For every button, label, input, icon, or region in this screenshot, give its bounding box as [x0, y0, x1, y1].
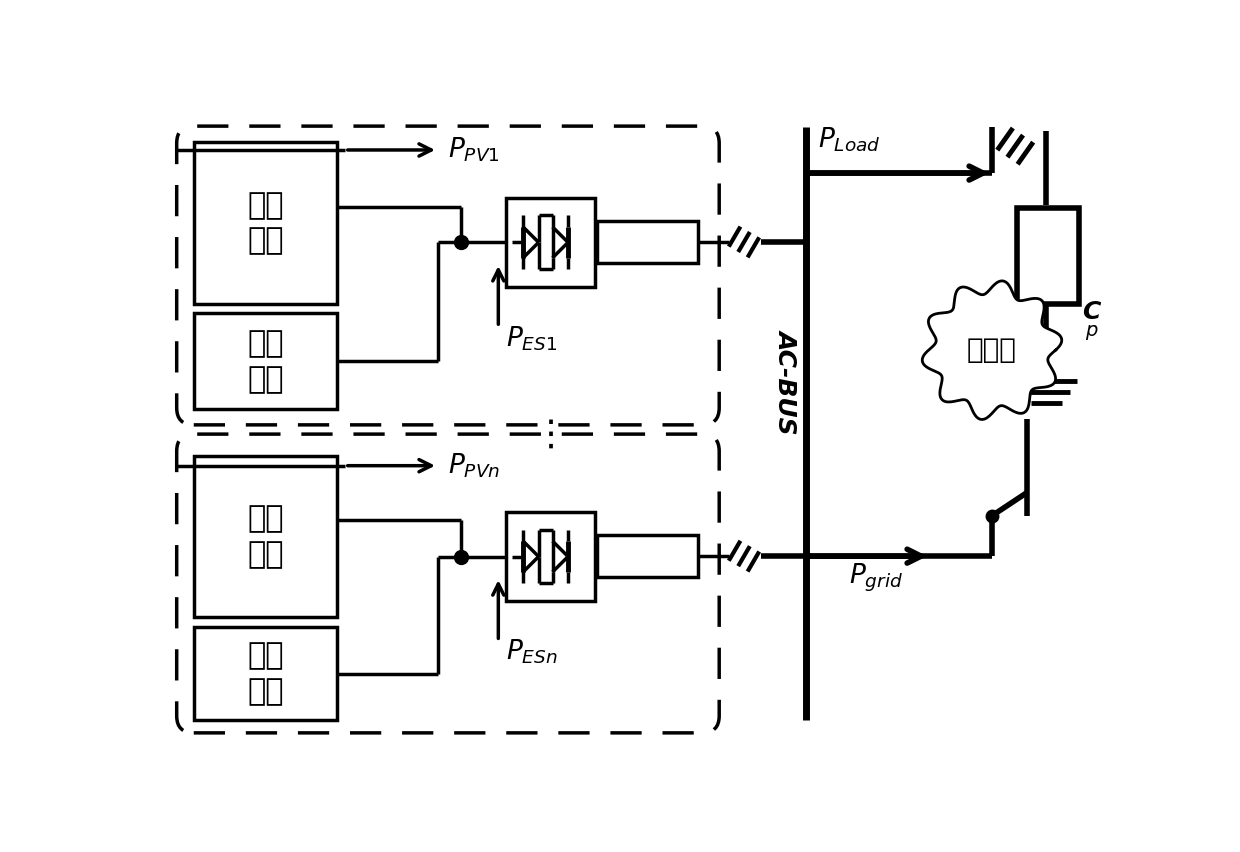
Bar: [506, 199, 595, 286]
Text: $P_{ESn}$: $P_{ESn}$: [506, 638, 558, 666]
Bar: [193, 314, 337, 410]
Bar: [193, 627, 337, 720]
Text: AC-BUS: AC-BUS: [775, 329, 799, 434]
Text: 储能
单元: 储能 单元: [247, 641, 284, 706]
Text: $P_{grid}$: $P_{grid}$: [848, 561, 903, 594]
Text: $\vdots$: $\vdots$: [532, 417, 553, 452]
Text: C: C: [1083, 300, 1100, 324]
Text: 主电网: 主电网: [967, 337, 1017, 364]
Bar: [193, 456, 337, 618]
Text: 光伏
单元: 光伏 单元: [247, 504, 284, 569]
Text: $P_{PV1}$: $P_{PV1}$: [448, 135, 500, 164]
Polygon shape: [923, 281, 1061, 419]
Bar: [596, 221, 697, 263]
Text: $P_{Load}$: $P_{Load}$: [817, 125, 880, 154]
Bar: [1017, 208, 1079, 304]
Text: $P_{PVn}$: $P_{PVn}$: [448, 452, 500, 480]
Text: 光伏
单元: 光伏 单元: [247, 191, 284, 256]
Bar: [506, 512, 595, 601]
Text: 储能
单元: 储能 单元: [247, 329, 284, 394]
Bar: [596, 535, 697, 578]
Text: $P_{ES1}$: $P_{ES1}$: [506, 325, 557, 353]
Bar: [193, 142, 337, 304]
Text: p: p: [1085, 320, 1097, 340]
